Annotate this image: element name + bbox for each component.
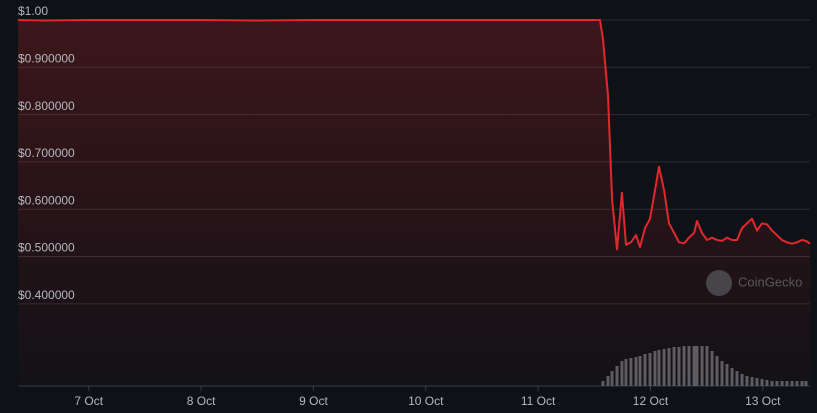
watermark-logo [706,270,732,296]
x-tick-label: 9 Oct [299,394,328,408]
y-tick-label: $0.900000 [18,51,75,65]
x-tick-label: 11 Oct [521,394,556,408]
x-tick-label: 10 Oct [408,394,444,408]
watermark: CoinGecko [706,270,802,296]
x-tick-label: 13 Oct [745,394,781,408]
price-area [18,20,810,386]
y-tick-label: $0.400000 [18,288,75,302]
y-tick-label: $0.600000 [18,193,75,207]
y-tick-label: $0.700000 [18,146,75,160]
y-tick-label: $0.800000 [18,99,75,113]
y-tick-label: $0.500000 [18,241,75,255]
x-tick-label: 8 Oct [187,394,216,408]
y-tick-label: $1.00 [18,4,48,18]
x-tick-label: 12 Oct [633,394,669,408]
watermark-text: CoinGecko [738,274,802,289]
x-tick-label: 7 Oct [74,394,103,408]
price-line [17,19,811,251]
